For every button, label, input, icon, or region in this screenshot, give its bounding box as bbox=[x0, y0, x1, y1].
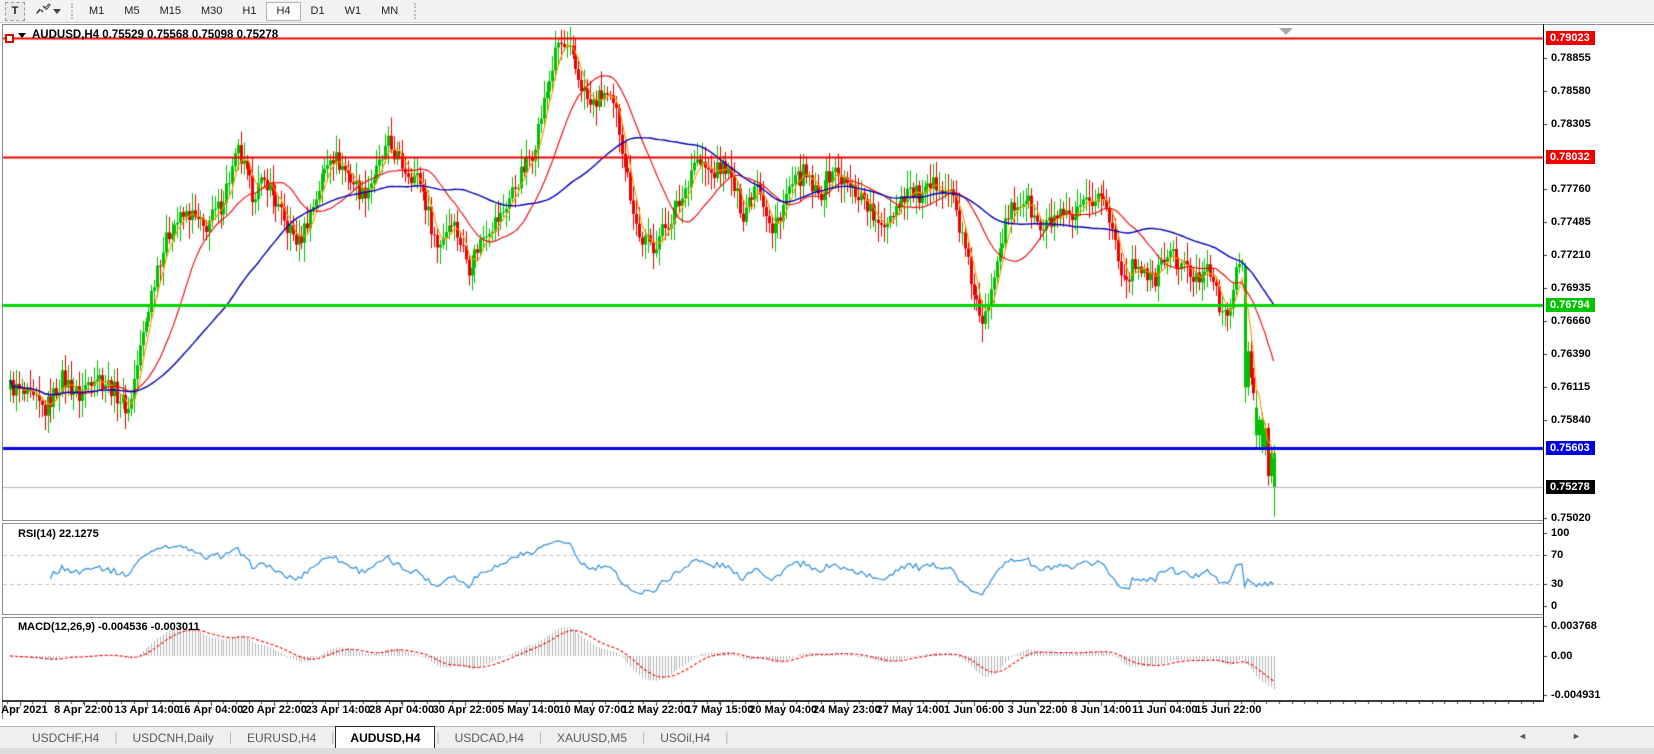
timeframe-button-M1[interactable]: M1 bbox=[89, 5, 105, 17]
tab-XAUUSD-M5[interactable]: XAUUSD,M5 bbox=[557, 730, 628, 745]
x-axis-label: 10 May 07:00 bbox=[558, 704, 627, 716]
timeframe-button-MN[interactable]: MN bbox=[381, 5, 399, 17]
x-axis-label: 3 Jun 22:00 bbox=[1007, 704, 1068, 716]
tab-USDCAD-H4[interactable]: USDCAD,H4 bbox=[454, 730, 524, 745]
y-axis-tick: 0.78580 bbox=[1551, 85, 1591, 98]
panel-splitter-rsi-macd[interactable] bbox=[2, 614, 1543, 618]
y-axis-tick: 0.76660 bbox=[1551, 315, 1591, 328]
x-axis-label: 20 Apr 22:00 bbox=[241, 704, 307, 716]
x-axis-label: 16 Apr 04:00 bbox=[178, 704, 244, 716]
x-axis-label: 17 May 15:00 bbox=[685, 704, 754, 716]
y-axis-tick: 0.77485 bbox=[1551, 216, 1591, 229]
x-axis-label: 6 Apr 2021 bbox=[0, 704, 48, 716]
price-axis-line bbox=[1543, 24, 1544, 702]
x-axis-label: 5 May 14:00 bbox=[497, 704, 560, 716]
x-axis-label: 13 Apr 14:00 bbox=[114, 704, 180, 716]
x-axis-label: 24 May 23:00 bbox=[812, 704, 881, 716]
status-strip bbox=[0, 748, 1654, 754]
arrow-tools-button[interactable] bbox=[35, 2, 65, 21]
bid-price-badge: 0.75278 bbox=[1546, 480, 1595, 495]
y-axis-tick: 0.78855 bbox=[1551, 52, 1591, 65]
timeframe-toolbar: T M1 M5 M15 M30 H1 H4 D1 W1 MN bbox=[0, 0, 1654, 23]
chart-menu-arrow-icon[interactable] bbox=[18, 32, 26, 38]
tab-USDCHF-H4[interactable]: USDCHF,H4 bbox=[32, 730, 100, 745]
macd-axis-tick: 0.00 bbox=[1551, 650, 1573, 662]
draw-arrows-icon bbox=[35, 2, 51, 21]
rsi-axis-tick: 0 bbox=[1551, 600, 1558, 612]
hline-price-badge: 0.76794 bbox=[1546, 298, 1595, 313]
y-axis-tick: 0.76115 bbox=[1551, 380, 1591, 393]
timeframe-button-M5[interactable]: M5 bbox=[124, 5, 140, 17]
x-axis-label: 20 May 04:00 bbox=[749, 704, 818, 716]
toolbar-separator bbox=[414, 3, 417, 19]
x-axis-label: 27 May 14:00 bbox=[876, 704, 945, 716]
macd-axis-tick: 0.003768 bbox=[1551, 620, 1597, 632]
rsi-axis-tick: 30 bbox=[1551, 578, 1564, 591]
tab-EURUSD-H4[interactable]: EURUSD,H4 bbox=[246, 730, 317, 745]
hline-price-badge: 0.78032 bbox=[1546, 149, 1595, 164]
trendline-handle[interactable] bbox=[5, 34, 14, 43]
date-axis-line bbox=[2, 700, 1543, 702]
tab-USOil-H4[interactable]: USOil,H4 bbox=[660, 730, 711, 745]
tab-scroll-left-arrow[interactable]: ◄ bbox=[1518, 731, 1527, 741]
tab-separator: | bbox=[725, 730, 729, 744]
chart-title-text: AUDUSD,H4 0.75529 0.75568 0.75098 0.7527… bbox=[32, 29, 279, 41]
x-axis-label: 8 Apr 22:00 bbox=[54, 704, 114, 716]
x-axis-label: 8 Jun 14:00 bbox=[1071, 704, 1132, 716]
rsi-axis-tick: 100 bbox=[1551, 527, 1570, 539]
x-axis-label: 23 Apr 14:00 bbox=[305, 704, 371, 716]
tab-scroll-right-arrow[interactable]: ► bbox=[1572, 731, 1581, 741]
x-axis-label: 12 May 22:00 bbox=[622, 704, 690, 716]
y-axis-tick: 0.77210 bbox=[1551, 249, 1591, 262]
y-axis-tick: 0.75840 bbox=[1551, 413, 1591, 426]
tab-USDCNH-Daily[interactable]: USDCNH,Daily bbox=[132, 730, 214, 745]
hline-price-badge: 0.75603 bbox=[1546, 441, 1595, 456]
timeframe-button-H4[interactable]: H4 bbox=[266, 1, 301, 21]
x-axis-label: 30 Apr 22:00 bbox=[432, 704, 498, 716]
y-axis-tick: 0.75020 bbox=[1551, 511, 1591, 524]
chart-shift-marker[interactable] bbox=[1279, 28, 1293, 35]
macd-indicator-label: MACD(12,26,9) -0.004536 -0.003011 bbox=[18, 621, 200, 633]
x-axis-label: 1 Jun 06:00 bbox=[944, 704, 1004, 716]
timeframe-button-M15[interactable]: M15 bbox=[159, 5, 181, 17]
text-tool-button[interactable]: T bbox=[5, 1, 25, 21]
rsi-indicator-label: RSI(14) 22.1275 bbox=[18, 528, 99, 540]
tab-AUDUSD-H4[interactable]: AUDUSD,H4 bbox=[335, 726, 436, 748]
chart-tab-bar: USDCHF,H4 | USDCNH,Daily | EURUSD,H4 | AUDUSD,… bbox=[0, 726, 1654, 748]
hline-price-badge: 0.79023 bbox=[1546, 31, 1595, 45]
toolbar-separator bbox=[71, 3, 73, 19]
timeframe-button-D1[interactable]: D1 bbox=[310, 5, 325, 17]
chevron-down-icon bbox=[53, 8, 61, 14]
panel-splitter-main-rsi[interactable] bbox=[2, 520, 1543, 524]
rsi-axis-tick: 70 bbox=[1551, 548, 1564, 561]
y-axis-tick: 0.77760 bbox=[1551, 183, 1591, 196]
timeframe-button-H1[interactable]: H1 bbox=[242, 5, 257, 17]
y-axis-tick: 0.76390 bbox=[1551, 347, 1591, 360]
x-axis-label: 15 Jun 22:00 bbox=[1195, 704, 1262, 716]
chart-title: AUDUSD,H4 0.75529 0.75568 0.75098 0.7527… bbox=[18, 29, 278, 41]
timeframe-button-M30[interactable]: M30 bbox=[200, 5, 223, 17]
timeframe-buttons: M1 M5 M15 M30 H1 H4 D1 W1 MN bbox=[79, 1, 408, 21]
x-axis-label: 11 Jun 04:00 bbox=[1132, 704, 1198, 716]
y-axis-tick: 0.76935 bbox=[1551, 282, 1591, 295]
y-axis-tick: 0.78305 bbox=[1551, 118, 1591, 131]
x-axis-label: 28 Apr 04:00 bbox=[369, 704, 435, 716]
macd-axis-tick: -0.004931 bbox=[1551, 689, 1601, 702]
timeframe-button-W1[interactable]: W1 bbox=[344, 5, 362, 17]
